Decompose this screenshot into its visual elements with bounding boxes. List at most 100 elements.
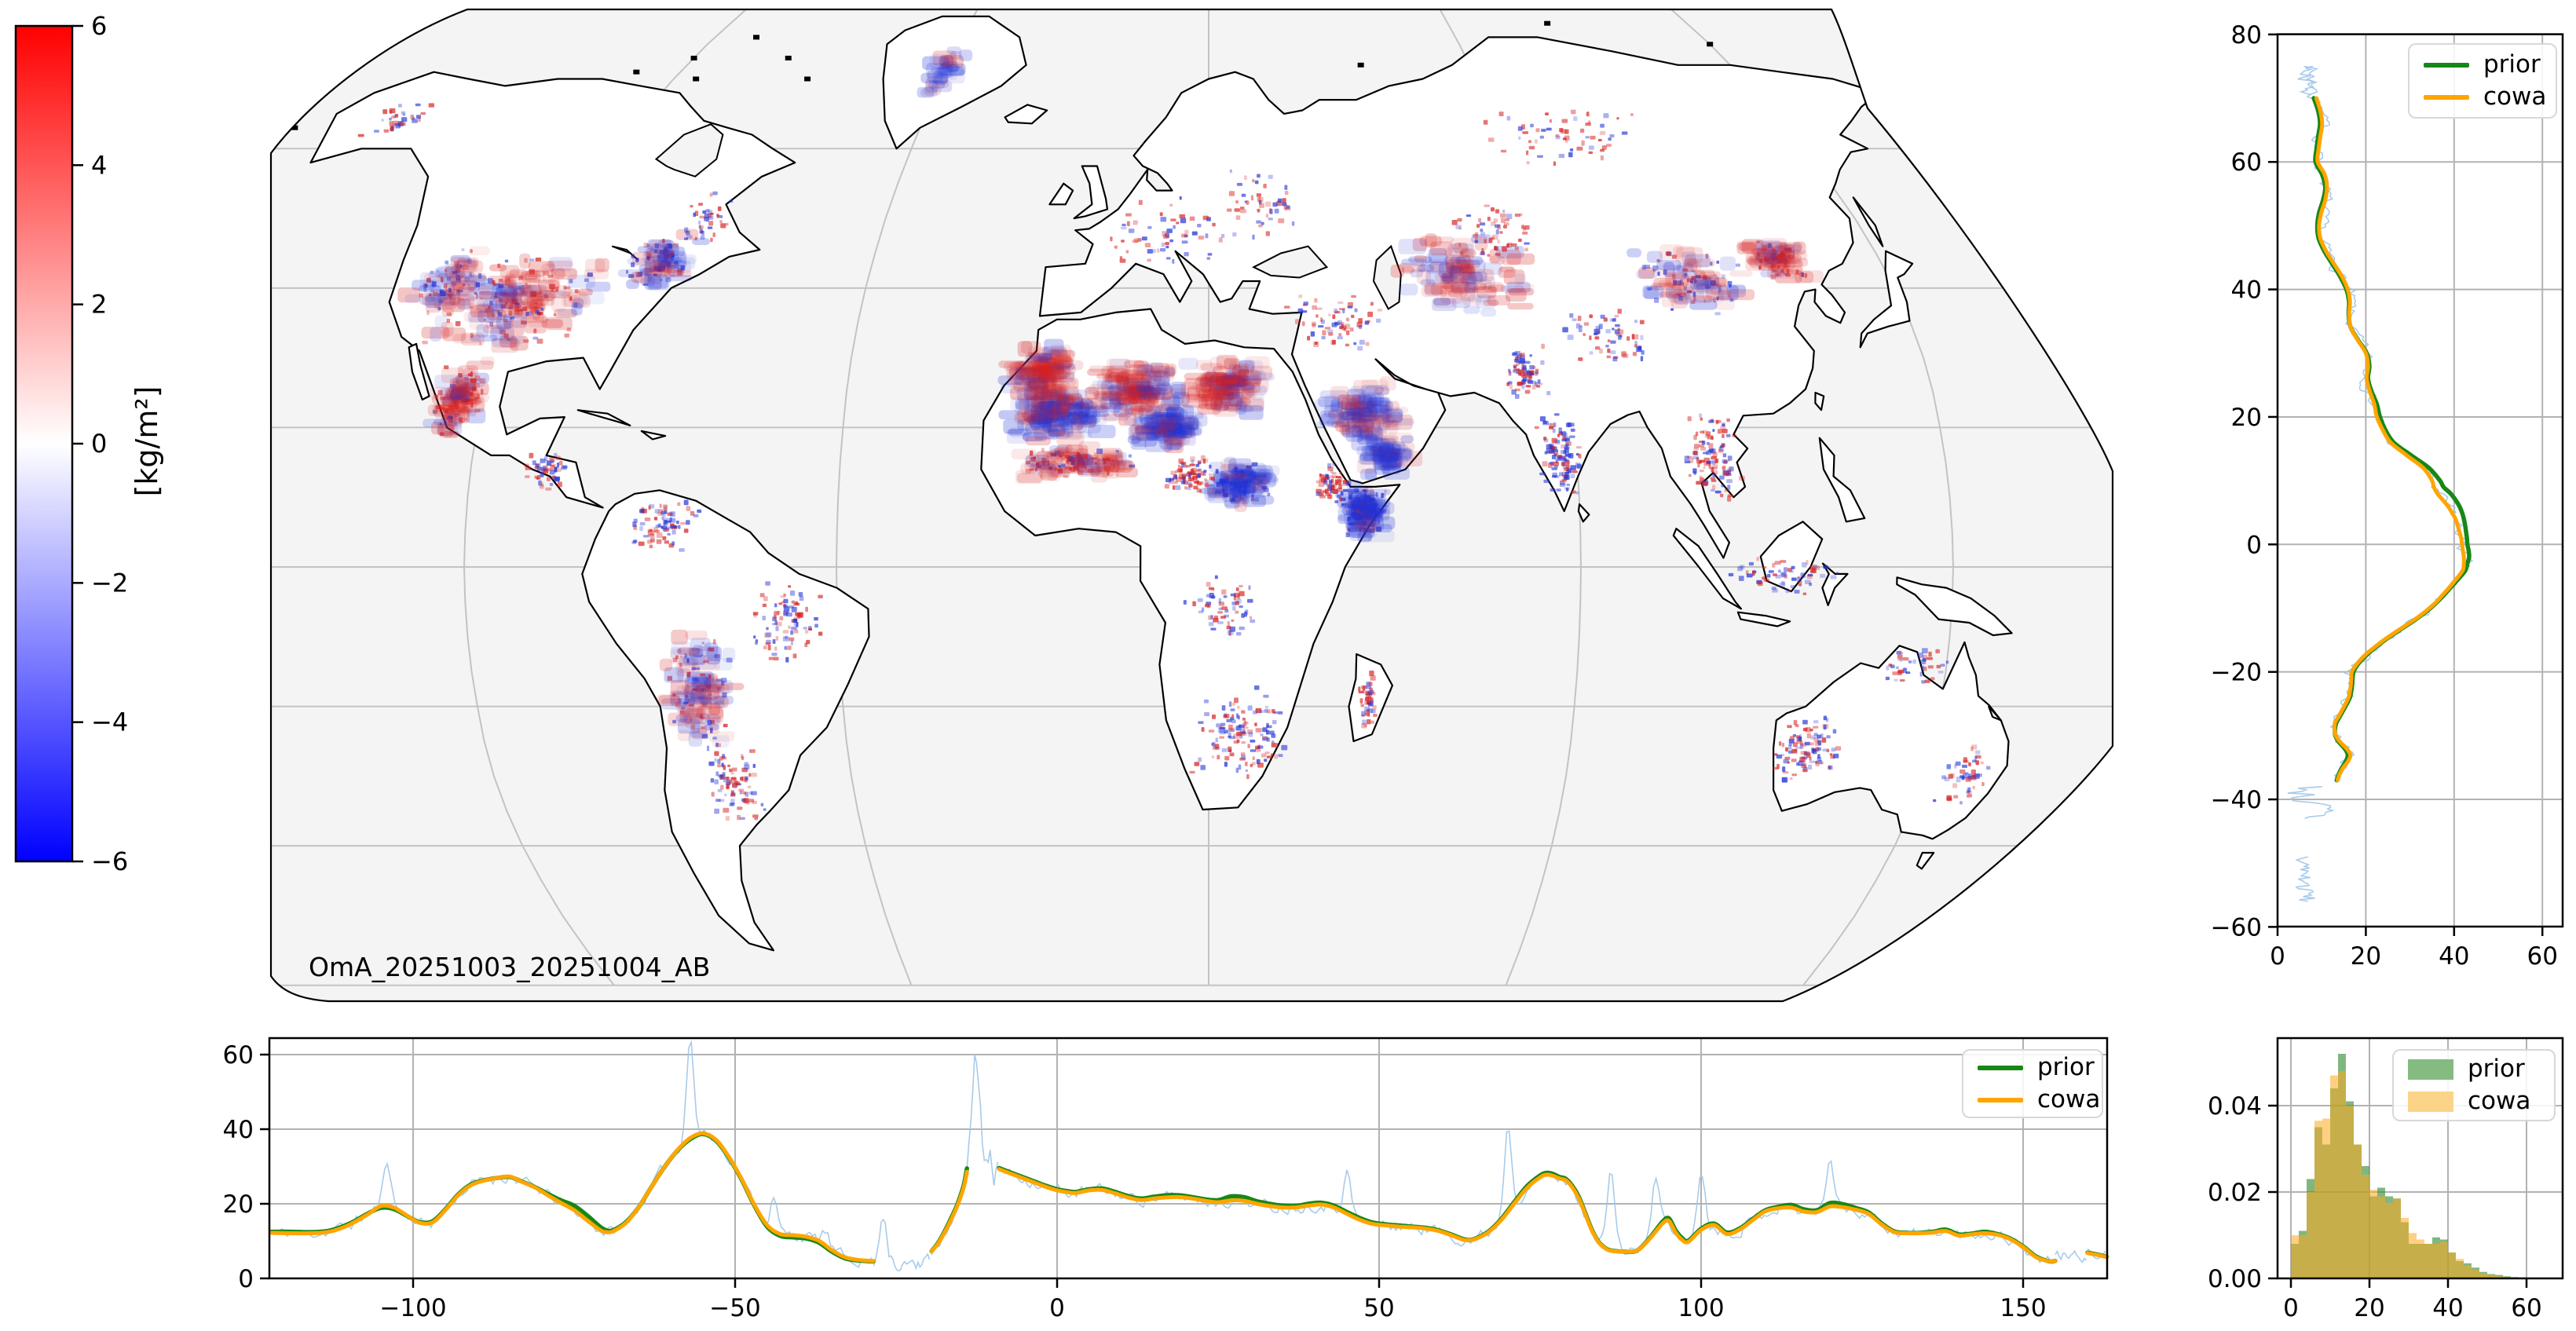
- coastline: [1773, 641, 2010, 840]
- coastline: [1736, 611, 1791, 627]
- tick-label: −50: [709, 1294, 760, 1322]
- prior-patch-swatch: [2408, 1059, 2453, 1080]
- coastline: [2047, 810, 2066, 843]
- prior-line-swatch: [2424, 62, 2469, 68]
- coastline: [1896, 576, 2013, 637]
- continents: [309, 15, 2066, 952]
- coastline: [1073, 165, 1109, 220]
- raw-gap-line: [966, 1054, 999, 1186]
- cowa-label: cowa: [2037, 1085, 2101, 1113]
- tick-label: 0: [1049, 1294, 1065, 1322]
- tick-label: 40: [223, 1116, 254, 1144]
- prior-label: prior: [2037, 1053, 2095, 1081]
- tick-label: −100: [379, 1294, 446, 1322]
- histogram-legend: prior cowa: [2392, 1049, 2556, 1121]
- coastline: [980, 308, 1401, 811]
- coastline: [1852, 196, 1884, 247]
- lake: [654, 123, 724, 177]
- tick-label: 20: [2354, 1294, 2384, 1322]
- cowa-meridional-curve: [929, 1169, 969, 1253]
- colorbar: [14, 24, 74, 863]
- lon-profile-panel: 0 20 40 60 −100 −50 0 50 100 150: [223, 1037, 2109, 1322]
- tick-label: 20: [223, 1190, 254, 1219]
- prior-line-swatch: [1978, 1065, 2023, 1070]
- cowa-meridional-curve: [269, 1131, 876, 1263]
- coastline: [1577, 503, 1590, 523]
- raw-zonal-extra: [2287, 786, 2335, 820]
- graticule-meridian: [835, 9, 979, 986]
- coastline: [2014, 848, 2041, 879]
- legend-row-prior: prior: [2408, 1057, 2540, 1081]
- small-island: [804, 76, 811, 82]
- small-island: [1357, 62, 1364, 68]
- coastline: [576, 409, 631, 426]
- raw-gap-line: [873, 1218, 931, 1272]
- tick-label: 40: [2432, 1294, 2463, 1322]
- coastline: [640, 430, 667, 441]
- small-island: [690, 55, 697, 60]
- colorbar-tick-label: −4: [91, 708, 128, 737]
- raw-gap-line: [2055, 1249, 2087, 1263]
- raw-zonal-extra: [2295, 856, 2315, 902]
- small-island: [1544, 20, 1551, 26]
- tick-label: −60: [2211, 913, 2262, 942]
- colorbar-tick-label: 0: [91, 429, 107, 459]
- cowa-zonal-curve: [2314, 96, 2466, 783]
- legend-row-prior: prior: [1978, 1055, 2095, 1080]
- coastline: [1821, 562, 1849, 606]
- lat-profile-panel: 80 60 40 20 0 −20 −40 −60 0 20 40 60: [2211, 21, 2564, 971]
- coastline: [882, 15, 1027, 150]
- lake: [1252, 245, 1329, 279]
- small-island: [753, 35, 760, 40]
- coastline: [1916, 851, 1935, 870]
- legend-row-prior: prior: [2424, 53, 2541, 77]
- prior-zonal-curve: [2311, 96, 2472, 783]
- cowa-label: cowa: [2468, 1087, 2531, 1115]
- cowa-meridional-curve: [997, 1167, 2058, 1263]
- colorbar-tick-label: 6: [91, 11, 107, 41]
- tick-label: 0: [238, 1265, 254, 1293]
- tick-label: 40: [2231, 276, 2262, 305]
- tick-label: −20: [2211, 659, 2262, 687]
- colorbar-tick-label: −6: [91, 847, 128, 876]
- hist-cowa-bars: [2291, 1071, 2527, 1279]
- world-map: [271, 9, 2113, 1001]
- coastline: [1988, 705, 2002, 722]
- tick-label: 60: [223, 1041, 254, 1070]
- small-island: [785, 55, 792, 60]
- raw-zonal-line: [2303, 65, 2474, 781]
- tick-label: 20: [2351, 942, 2381, 971]
- anomaly-field: [357, 46, 1991, 821]
- coastline: [1818, 437, 1866, 523]
- colorbar-tick-label: 4: [91, 150, 107, 180]
- lake: [1372, 244, 1402, 310]
- colorbar-unit-label: [kg/m²]: [130, 386, 164, 497]
- lon-profile-legend: prior cowa: [1962, 1049, 2103, 1118]
- cowa-line-swatch: [1978, 1097, 2023, 1102]
- legend-row-cowa: cowa: [2408, 1089, 2540, 1113]
- raw-zonal-extra: [2297, 65, 2318, 96]
- small-island: [291, 125, 298, 130]
- map-run-label: OmA_20251003_20251004_AB: [309, 952, 711, 982]
- tick-label: 0.00: [2208, 1265, 2262, 1293]
- prior-meridional-curve: [997, 1165, 2058, 1264]
- cowa-meridional-curve: [2085, 1251, 2109, 1260]
- tick-label: 0: [2246, 531, 2262, 559]
- small-island: [633, 69, 640, 75]
- tick-label: 60: [2511, 1294, 2541, 1322]
- colorbar-tick-label: 2: [91, 290, 107, 320]
- coastline: [1004, 104, 1048, 125]
- legend-row-cowa: cowa: [2424, 85, 2546, 109]
- tick-label: 80: [2231, 21, 2262, 49]
- colorbar-tick-label: −2: [91, 568, 128, 598]
- coastline: [1859, 250, 1914, 349]
- prior-meridional-curve: [929, 1166, 969, 1254]
- coastline: [1672, 528, 1743, 610]
- legend-row-cowa: cowa: [1978, 1088, 2100, 1112]
- coastline: [1048, 182, 1074, 206]
- cowa-label: cowa: [2483, 82, 2547, 111]
- tick-label: 0.04: [2208, 1092, 2262, 1121]
- cowa-patch-swatch: [2408, 1091, 2453, 1112]
